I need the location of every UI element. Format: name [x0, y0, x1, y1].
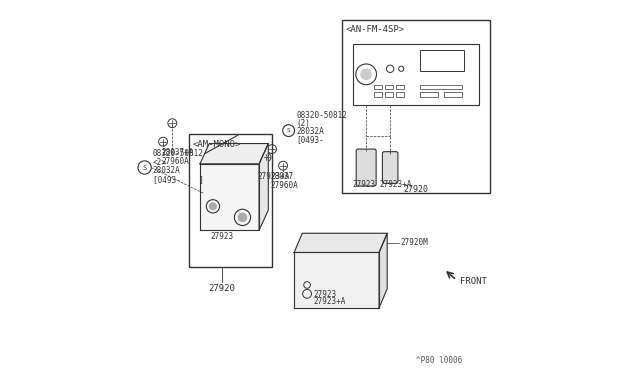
Polygon shape [294, 233, 387, 253]
Text: 27960A: 27960A [270, 181, 298, 190]
Bar [342, 20, 490, 193]
FancyBboxPatch shape [382, 152, 398, 183]
Bar [353, 44, 479, 105]
Text: ^P80 l0006: ^P80 l0006 [416, 356, 462, 365]
Bar [420, 50, 464, 71]
Polygon shape [200, 164, 259, 230]
Text: 27923+A: 27923+A [380, 180, 412, 189]
Text: 27960A: 27960A [161, 157, 189, 166]
Text: [0493-: [0493- [296, 135, 324, 144]
Bar [374, 92, 381, 97]
Bar [396, 85, 404, 89]
Bar [444, 92, 462, 97]
Bar [385, 85, 393, 89]
Text: <2>: <2> [153, 158, 166, 167]
Circle shape [361, 69, 371, 80]
Text: 27923: 27923 [353, 180, 376, 189]
Bar [301, 278, 372, 288]
Bar [374, 85, 381, 89]
Text: 27923+A: 27923+A [257, 172, 290, 181]
Text: <AM-MONO>: <AM-MONO> [193, 140, 241, 149]
Polygon shape [259, 144, 268, 230]
Text: [0493-    ]: [0493- ] [153, 175, 204, 184]
Text: S: S [143, 164, 147, 170]
Bar [396, 92, 404, 97]
Text: 28032A: 28032A [296, 127, 324, 136]
Text: 28037: 28037 [270, 172, 293, 182]
Polygon shape [294, 253, 379, 308]
Text: 27920M: 27920M [401, 238, 428, 247]
Circle shape [239, 213, 246, 221]
Text: 27920: 27920 [403, 185, 429, 193]
Bar [189, 134, 272, 267]
Bar [385, 92, 393, 97]
FancyBboxPatch shape [356, 149, 376, 186]
Text: S: S [287, 128, 291, 133]
Text: (2): (2) [296, 119, 310, 128]
Text: FRONT: FRONT [460, 278, 486, 286]
Text: 08320-50812: 08320-50812 [153, 149, 204, 158]
Text: 28032A: 28032A [153, 166, 180, 176]
Polygon shape [379, 233, 387, 308]
Bar [420, 85, 462, 89]
Text: 27923: 27923 [211, 232, 234, 241]
Text: 28037+A: 28037+A [161, 148, 194, 157]
Circle shape [210, 203, 216, 210]
Text: <AN-FM-4SP>: <AN-FM-4SP> [346, 25, 405, 34]
Text: 27923+A: 27923+A [314, 297, 346, 306]
Bar [420, 92, 438, 97]
Text: 27923: 27923 [314, 290, 337, 299]
Text: 27920: 27920 [209, 284, 236, 293]
Polygon shape [200, 144, 268, 164]
Text: 08320-50812: 08320-50812 [296, 111, 347, 120]
